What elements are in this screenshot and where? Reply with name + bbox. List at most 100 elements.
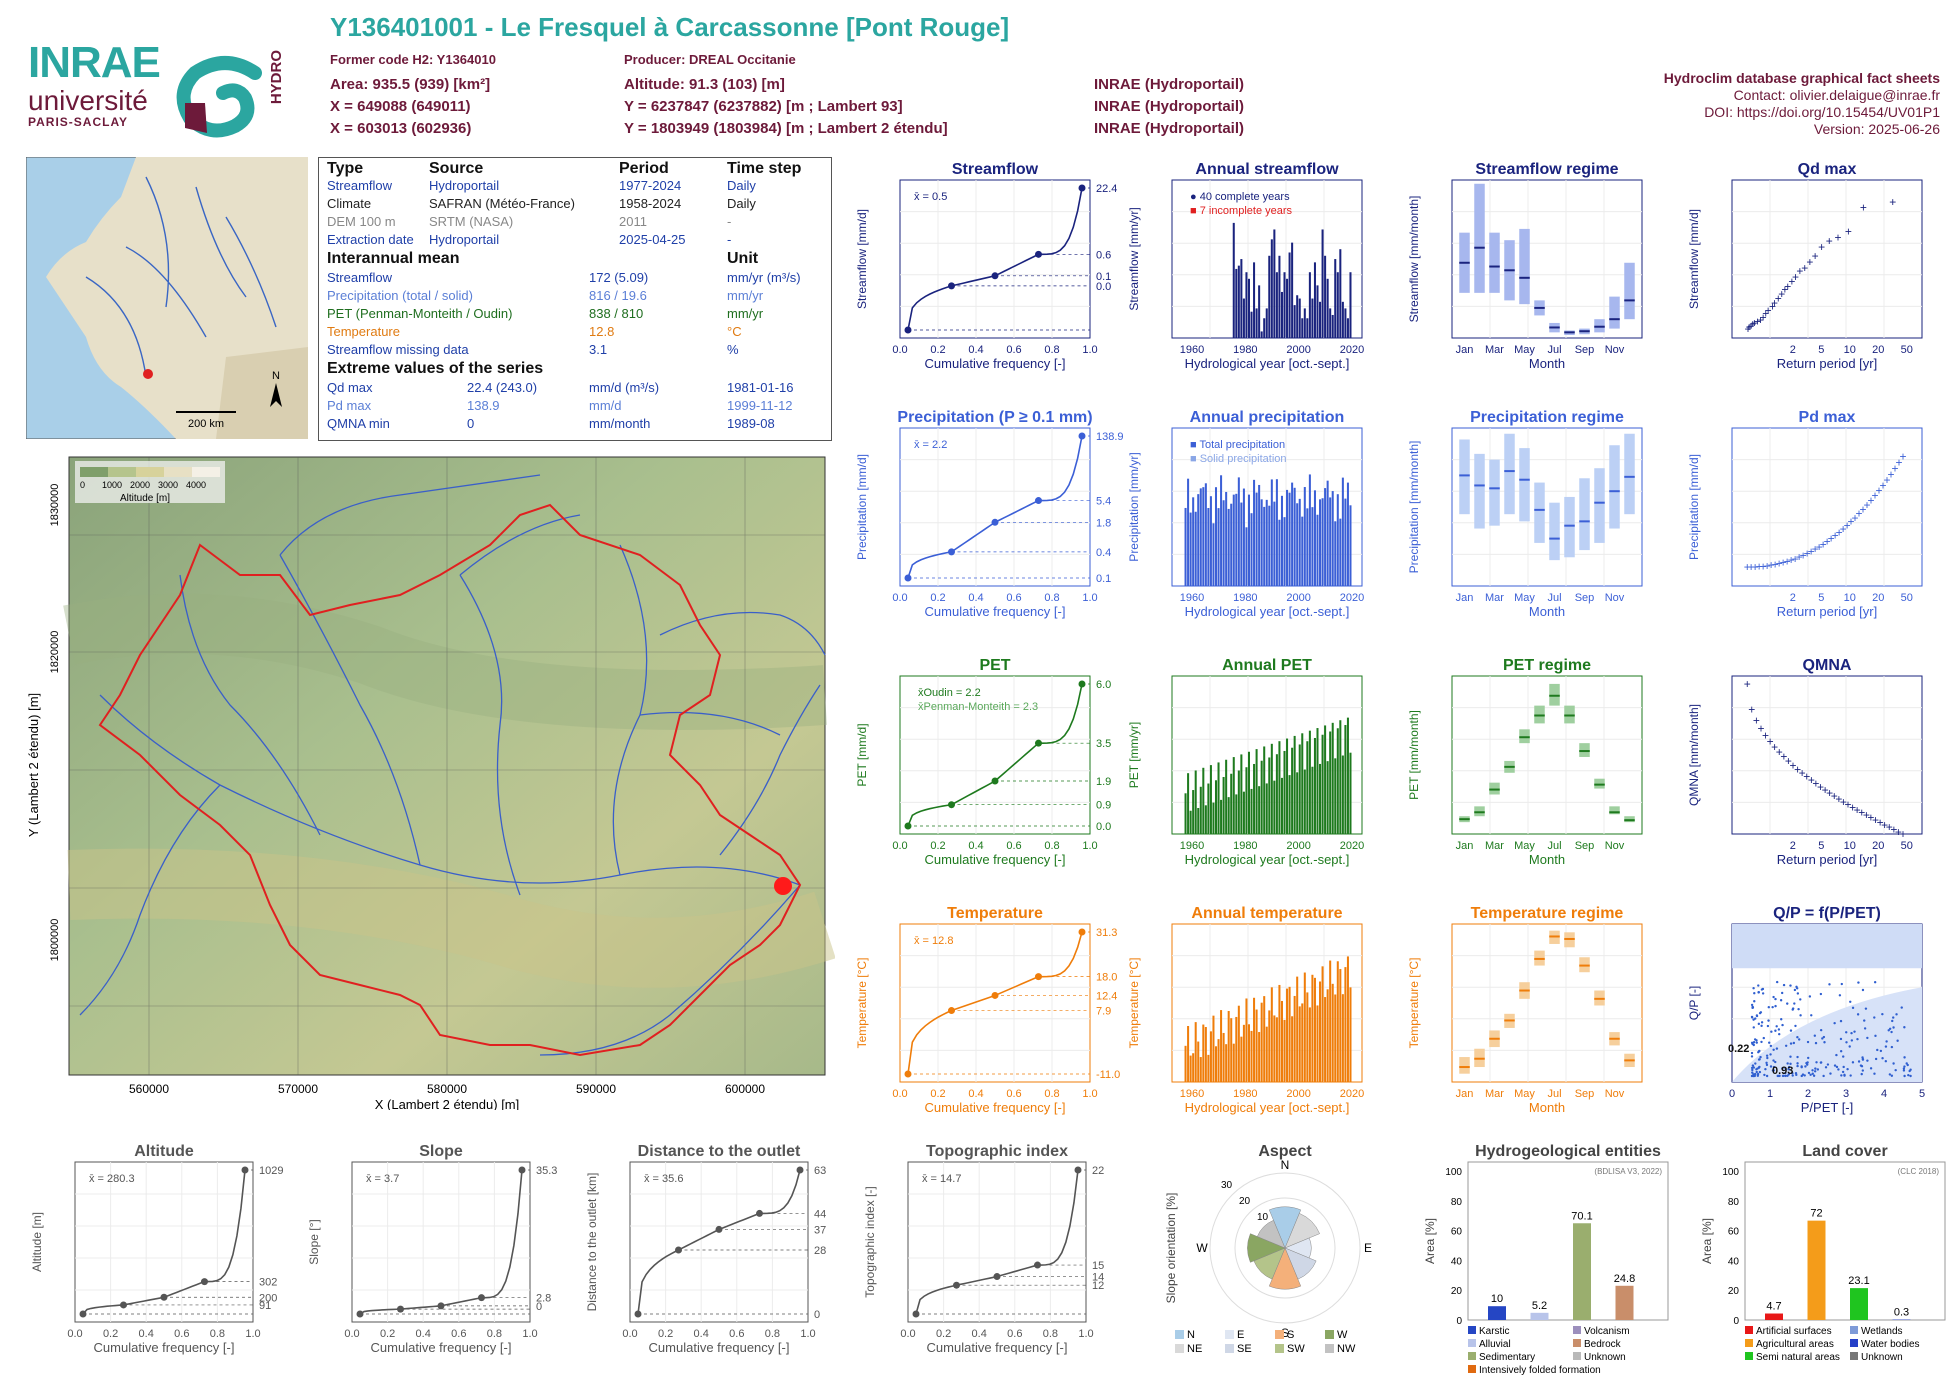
apet-bar	[1242, 791, 1245, 834]
leg-tick-1: 1000	[102, 480, 122, 490]
alt-xtick: 0.6	[174, 1328, 189, 1340]
asf-bar	[1329, 308, 1332, 338]
slope-xtick: 1.0	[522, 1328, 537, 1340]
qd-point: +	[1778, 287, 1785, 301]
qmna-point: +	[1744, 677, 1751, 691]
qp-point	[1784, 1074, 1787, 1078]
qp-point	[1890, 1045, 1894, 1049]
apet-bar	[1339, 720, 1342, 834]
asf-title: Annual streamflow	[1195, 161, 1339, 178]
pd-point: +	[1832, 529, 1839, 543]
qp-point	[1903, 1074, 1906, 1078]
apet-bar	[1212, 802, 1215, 834]
at-bar	[1301, 1003, 1304, 1082]
land-legend-item: Artificial surfaces	[1756, 1326, 1832, 1337]
e1-unit: mm/d (m³/s)	[589, 380, 660, 395]
apr-bar	[1344, 498, 1347, 586]
qp-point	[1796, 1055, 1799, 1059]
r3-period: 2011	[619, 214, 647, 229]
apr-bar	[1331, 491, 1334, 586]
pet-right-tick: 3.5	[1096, 738, 1111, 750]
qp-point	[1789, 984, 1792, 987]
pet-xtick: 0.6	[1006, 840, 1021, 852]
page-title: Y136401001 - Le Fresquel à Carcassonne […	[330, 12, 1010, 42]
qp-point	[1806, 1040, 1810, 1044]
r2-period: 1958-2024	[619, 196, 682, 211]
qp-point	[1765, 1054, 1769, 1057]
i2-unit: mm/yr	[727, 288, 764, 303]
qp-point	[1780, 1018, 1783, 1021]
qp-xtick: 5	[1919, 1088, 1925, 1100]
land-ytick: 100	[1722, 1167, 1739, 1178]
qp-point	[1760, 1040, 1763, 1044]
land-legend-swatch	[1850, 1326, 1858, 1334]
apet-bar	[1341, 755, 1344, 834]
land-bar-label: 72	[1810, 1208, 1822, 1220]
pet-xtick: 1.0	[1082, 840, 1097, 852]
at-bar	[1207, 1054, 1210, 1082]
apet-bar	[1278, 741, 1281, 834]
t-mean-label: x̄ = 12.8	[914, 935, 953, 947]
apet-bar	[1237, 770, 1240, 834]
slope-xtick: 0.8	[487, 1328, 502, 1340]
pd-point: +	[1868, 493, 1875, 507]
slope-right-tick: 2.8	[536, 1293, 551, 1305]
leg-tick-2: 2000	[130, 480, 150, 490]
topo-right-tick: 15	[1092, 1260, 1104, 1272]
sfr-xtick: Jul	[1547, 344, 1561, 356]
aspect-legend-ne: NE	[1187, 1343, 1202, 1355]
prr-xlabel: Month	[1529, 604, 1565, 619]
at-bar	[1258, 1032, 1261, 1082]
qp-point	[1824, 1066, 1828, 1069]
aspect-sector-nw	[1256, 1219, 1286, 1249]
r3-type: DEM 100 m	[327, 214, 396, 229]
pd-point: +	[1812, 542, 1819, 556]
sfr-xtick: Jan	[1456, 344, 1474, 356]
apr-bar	[1334, 521, 1337, 586]
asf-ylabel: Streamflow [mm/yr]	[1127, 207, 1141, 310]
asf-bar	[1242, 298, 1245, 338]
inrae-logo: INRAE	[28, 38, 161, 87]
qd-point: +	[1744, 322, 1751, 336]
land-ytick: 20	[1728, 1286, 1740, 1297]
pr-xtick: 1.0	[1082, 592, 1097, 604]
qp-point	[1778, 1032, 1781, 1036]
qd-point: +	[1812, 249, 1819, 263]
apet-title: Annual PET	[1222, 657, 1312, 674]
dist-xtick: 0.4	[694, 1328, 709, 1340]
pd-point: +	[1768, 558, 1775, 572]
qp-point	[1822, 1074, 1825, 1078]
at-bar	[1199, 1057, 1202, 1082]
qp-xlabel: P/PET [-]	[1801, 1100, 1854, 1115]
qp-point	[1907, 1073, 1910, 1077]
qp-point	[1759, 1055, 1762, 1059]
qp-point	[1861, 988, 1865, 992]
qp-point	[1881, 1012, 1884, 1016]
at-bar	[1212, 1015, 1215, 1082]
at-xlabel: Hydrological year [oct.-sept.]	[1185, 1100, 1350, 1115]
at-bar	[1280, 1000, 1283, 1082]
qp-point	[1786, 1062, 1789, 1065]
pd-point: +	[1848, 515, 1855, 529]
sfr-box	[1489, 232, 1500, 293]
apet-bar	[1319, 763, 1322, 834]
pet-xtick: 0.0	[892, 840, 907, 852]
at-bar	[1260, 1002, 1263, 1082]
qp-point	[1757, 991, 1761, 994]
at-bar	[1319, 981, 1322, 1082]
apet-bar	[1232, 757, 1235, 834]
qmna-point: +	[1776, 745, 1783, 759]
apet-bar	[1321, 734, 1324, 834]
at-bar	[1202, 1024, 1205, 1082]
prr-box	[1579, 478, 1590, 551]
prr-xtick: Nov	[1605, 592, 1625, 604]
apr-bar	[1258, 484, 1261, 586]
qmna-point: +	[1762, 728, 1769, 742]
tr-xtick: Mar	[1485, 1088, 1504, 1100]
apr-bar	[1275, 479, 1278, 586]
qp-point	[1751, 1064, 1755, 1067]
qd-point: +	[1826, 234, 1833, 248]
hydrogeo-legend-swatch	[1468, 1326, 1476, 1334]
qp-point	[1784, 1044, 1788, 1048]
outlet-marker-icon	[774, 877, 792, 895]
